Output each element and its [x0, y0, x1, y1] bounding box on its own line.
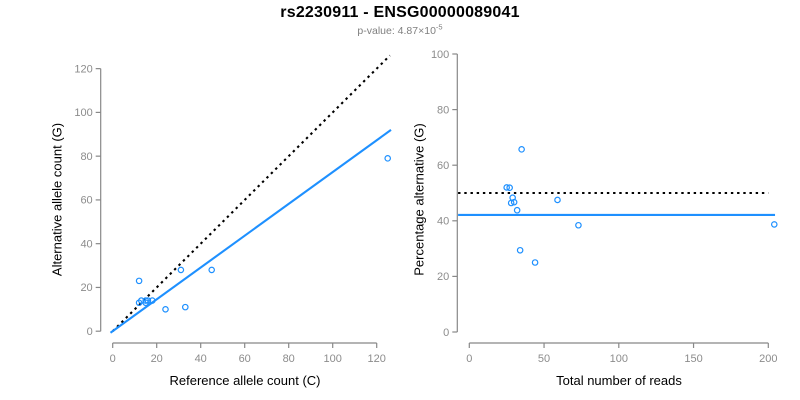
x-tick-label: 80	[283, 353, 295, 365]
x-tick-label: 100	[610, 353, 628, 365]
data-point	[503, 184, 510, 191]
data-point	[516, 246, 524, 254]
y-tick-label: 100	[74, 107, 92, 119]
data-point	[575, 221, 582, 229]
identity-line	[111, 54, 391, 332]
x-tick-label: 0	[466, 353, 472, 365]
data-point	[513, 206, 521, 214]
left-x-axis-title: Reference allele count (C)	[169, 373, 321, 388]
x-tick-label: 120	[368, 353, 386, 365]
right-x-axis-title: Total number of reads	[556, 373, 682, 388]
x-tick-label: 40	[195, 353, 207, 365]
y-tick-label: 60	[80, 195, 92, 207]
x-tick-label: 50	[538, 353, 550, 365]
data-point	[506, 184, 513, 192]
y-tick-label: 100	[431, 49, 449, 61]
percentage-scatter: 0 50 100 150 200 0 20 40 60 80 100	[431, 49, 778, 365]
data-point	[177, 266, 185, 274]
data-point	[162, 306, 169, 313]
data-point	[510, 198, 518, 206]
y-tick-label: 80	[437, 104, 449, 116]
pvalue-subtitle: p-value: 4.87×10-5	[0, 22, 800, 37]
data-point	[554, 196, 561, 204]
x-tick-label: 20	[151, 353, 163, 365]
data-point	[142, 297, 150, 304]
data-point	[182, 303, 189, 311]
data-point	[507, 199, 515, 207]
y-tick-label: 40	[80, 238, 92, 250]
data-point	[770, 221, 778, 228]
y-tick-label: 40	[437, 216, 449, 228]
x-tick-label: 0	[110, 353, 116, 365]
data-point	[518, 146, 525, 153]
x-tick-label: 100	[324, 353, 342, 365]
data-point	[531, 259, 539, 266]
y-tick-label: 0	[443, 327, 449, 339]
fit-line	[109, 129, 392, 334]
right-y-axis-title: Percentage alternative (G)	[411, 123, 427, 276]
y-tick-label: 120	[74, 63, 92, 75]
pvalue-text: p-value: 4.87×10	[357, 25, 436, 37]
data-point	[384, 155, 392, 162]
y-tick-label: 60	[437, 160, 449, 172]
data-point	[149, 297, 156, 304]
x-tick-label: 150	[684, 353, 702, 365]
y-tick-label: 20	[80, 282, 92, 294]
data-point	[135, 277, 143, 285]
allele-count-scatter: 0 20 40 60 80 100 120 0 20 40 60 80 100 120	[74, 54, 392, 365]
y-tick-label: 0	[87, 326, 93, 338]
data-point	[208, 266, 216, 274]
x-tick-label: 200	[759, 353, 777, 365]
figure-title: rs2230911 - ENSG00000089041	[280, 4, 520, 21]
y-tick-label: 20	[437, 271, 449, 283]
data-point	[144, 297, 152, 304]
left-y-axis-title: Alternative allele count (G)	[49, 122, 65, 277]
x-tick-label: 60	[239, 353, 251, 365]
y-tick-label: 80	[80, 151, 92, 163]
pvalue-exponent: -5	[435, 22, 443, 32]
